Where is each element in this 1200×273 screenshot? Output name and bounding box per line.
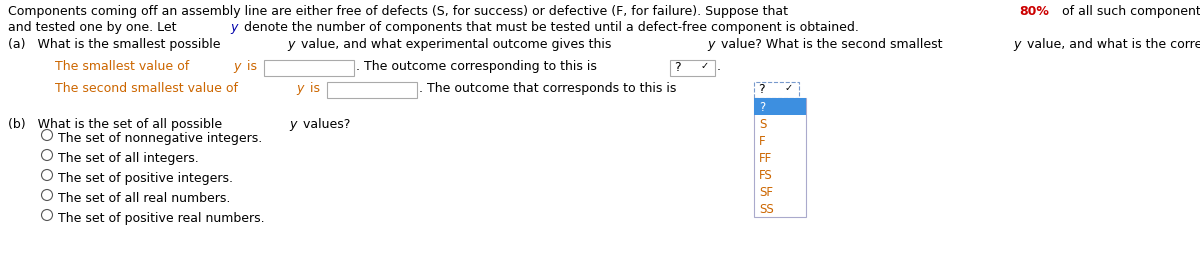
Text: ?: ? xyxy=(673,61,680,74)
Text: y: y xyxy=(287,38,295,51)
Text: y: y xyxy=(296,82,304,95)
Text: SS: SS xyxy=(758,203,774,216)
Text: ?: ? xyxy=(758,101,766,114)
Text: FF: FF xyxy=(758,152,773,165)
Text: ✓: ✓ xyxy=(785,83,793,93)
Text: . The outcome corresponding to this is: . The outcome corresponding to this is xyxy=(356,60,596,73)
Text: denote the number of components that must be tested until a defect-free componen: denote the number of components that mus… xyxy=(240,21,859,34)
Text: value, and what experimental outcome gives this: value, and what experimental outcome giv… xyxy=(296,38,616,51)
Text: value, and what is the corresponding outcome?: value, and what is the corresponding out… xyxy=(1022,38,1200,51)
Text: The set of nonnegative integers.: The set of nonnegative integers. xyxy=(58,132,263,145)
Text: FS: FS xyxy=(758,169,773,182)
Text: ?: ? xyxy=(758,83,764,96)
Text: Components coming off an assembly line are either free of defects (S, for succes: Components coming off an assembly line a… xyxy=(8,5,792,18)
Text: value? What is the second smallest: value? What is the second smallest xyxy=(718,38,947,51)
Text: The set of positive real numbers.: The set of positive real numbers. xyxy=(58,212,265,225)
Text: The set of all real numbers.: The set of all real numbers. xyxy=(58,192,230,205)
Bar xyxy=(754,98,806,217)
Bar xyxy=(754,82,799,98)
Text: (a)   What is the smallest possible: (a) What is the smallest possible xyxy=(8,38,224,51)
Bar xyxy=(670,60,715,76)
Text: .: . xyxy=(716,60,721,73)
Text: of all such components are defect-free. Components are independently selected: of all such components are defect-free. … xyxy=(1058,5,1200,18)
Text: is: is xyxy=(242,60,257,73)
Text: SF: SF xyxy=(758,186,773,199)
Text: y: y xyxy=(708,38,715,51)
Text: values?: values? xyxy=(299,118,350,131)
Text: y: y xyxy=(1013,38,1021,51)
Bar xyxy=(264,60,354,76)
Text: S: S xyxy=(758,118,767,131)
Text: (b)   What is the set of all possible: (b) What is the set of all possible xyxy=(8,118,226,131)
Text: The set of all integers.: The set of all integers. xyxy=(58,152,199,165)
Text: is: is xyxy=(306,82,320,95)
Text: 80%: 80% xyxy=(1020,5,1050,18)
Text: and tested one by one. Let: and tested one by one. Let xyxy=(8,21,180,34)
Bar xyxy=(326,82,416,98)
Text: . The outcome that corresponds to this is: . The outcome that corresponds to this i… xyxy=(419,82,677,95)
Text: F: F xyxy=(758,135,766,148)
Text: The second smallest value of: The second smallest value of xyxy=(55,82,242,95)
Text: y: y xyxy=(289,118,296,131)
Text: ✓: ✓ xyxy=(701,61,709,71)
Text: The set of positive integers.: The set of positive integers. xyxy=(58,172,233,185)
Text: y: y xyxy=(230,21,238,34)
Bar xyxy=(754,98,806,115)
Text: The smallest value of: The smallest value of xyxy=(55,60,193,73)
Text: y: y xyxy=(233,60,241,73)
